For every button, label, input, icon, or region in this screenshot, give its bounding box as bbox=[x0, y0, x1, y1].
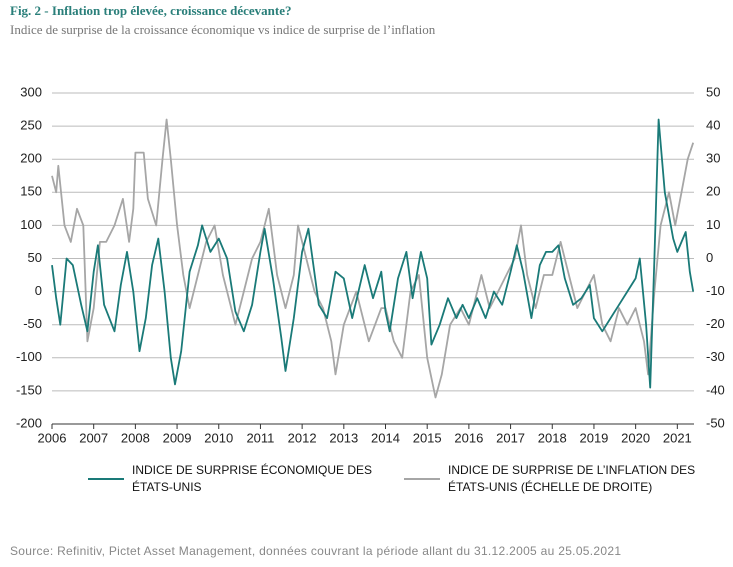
chart-subtitle: Indice de surprise de la croissance écon… bbox=[10, 22, 436, 37]
x-tick-label: 2007 bbox=[79, 430, 108, 445]
y2-tick-label: 50 bbox=[706, 84, 720, 99]
y2-tick-label: -10 bbox=[706, 283, 725, 298]
y2-tick-label: -50 bbox=[706, 415, 725, 430]
y2-tick-label: 0 bbox=[706, 250, 713, 265]
y-tick-label: 100 bbox=[20, 217, 42, 232]
y-tick-label: -100 bbox=[16, 349, 42, 364]
y2-tick-label: 30 bbox=[706, 151, 720, 166]
x-tick-label: 2017 bbox=[496, 430, 525, 445]
legend-label: INDICE DE SURPRISE ÉCONOMIQUE DES ÉTATS-… bbox=[132, 463, 373, 494]
x-tick-label: 2009 bbox=[163, 430, 192, 445]
chart-title: Fig. 2 - Inflation trop élevée, croissan… bbox=[10, 3, 292, 18]
x-tick-label: 2021 bbox=[663, 430, 692, 445]
x-tick-label: 2016 bbox=[454, 430, 483, 445]
x-tick-label: 2014 bbox=[371, 430, 400, 445]
x-tick-label: 2020 bbox=[621, 430, 650, 445]
x-tick-label: 2011 bbox=[246, 430, 274, 445]
y2-tick-label: 10 bbox=[706, 217, 720, 232]
x-tick-label: 2019 bbox=[579, 430, 608, 445]
series-line bbox=[51, 118, 695, 399]
y2-tick-label: -30 bbox=[706, 349, 725, 364]
x-tick-label: 2015 bbox=[413, 430, 442, 445]
y-tick-label: 250 bbox=[20, 118, 42, 133]
y-tick-label: 300 bbox=[20, 84, 42, 99]
x-tick-label: 2018 bbox=[538, 430, 567, 445]
y-tick-label: -150 bbox=[16, 382, 42, 397]
source: Source: Refinitiv, Pictet Asset Manageme… bbox=[10, 544, 621, 558]
y-tick-label: -50 bbox=[23, 316, 42, 331]
x-tick-label: 2013 bbox=[329, 430, 358, 445]
y-tick-label: 0 bbox=[35, 283, 42, 298]
y-tick-label: 50 bbox=[28, 250, 42, 265]
y2-tick-label: 40 bbox=[706, 118, 720, 133]
x-tick-label: 2010 bbox=[204, 430, 233, 445]
x-tick-label: 2012 bbox=[288, 430, 317, 445]
y-tick-label: 150 bbox=[20, 184, 42, 199]
y-tick-label: 200 bbox=[20, 151, 42, 166]
x-tick-label: 2008 bbox=[121, 430, 150, 445]
y2-tick-label: 20 bbox=[706, 184, 720, 199]
y2-tick-label: -40 bbox=[706, 382, 725, 397]
y2-tick-label: -20 bbox=[706, 316, 725, 331]
y-tick-label: -200 bbox=[16, 415, 42, 430]
legend-label: INDICE DE SURPRISE DE L’INFLATION DES ÉT… bbox=[448, 463, 696, 494]
x-tick-label: 2006 bbox=[38, 430, 67, 445]
series-line bbox=[51, 118, 695, 389]
